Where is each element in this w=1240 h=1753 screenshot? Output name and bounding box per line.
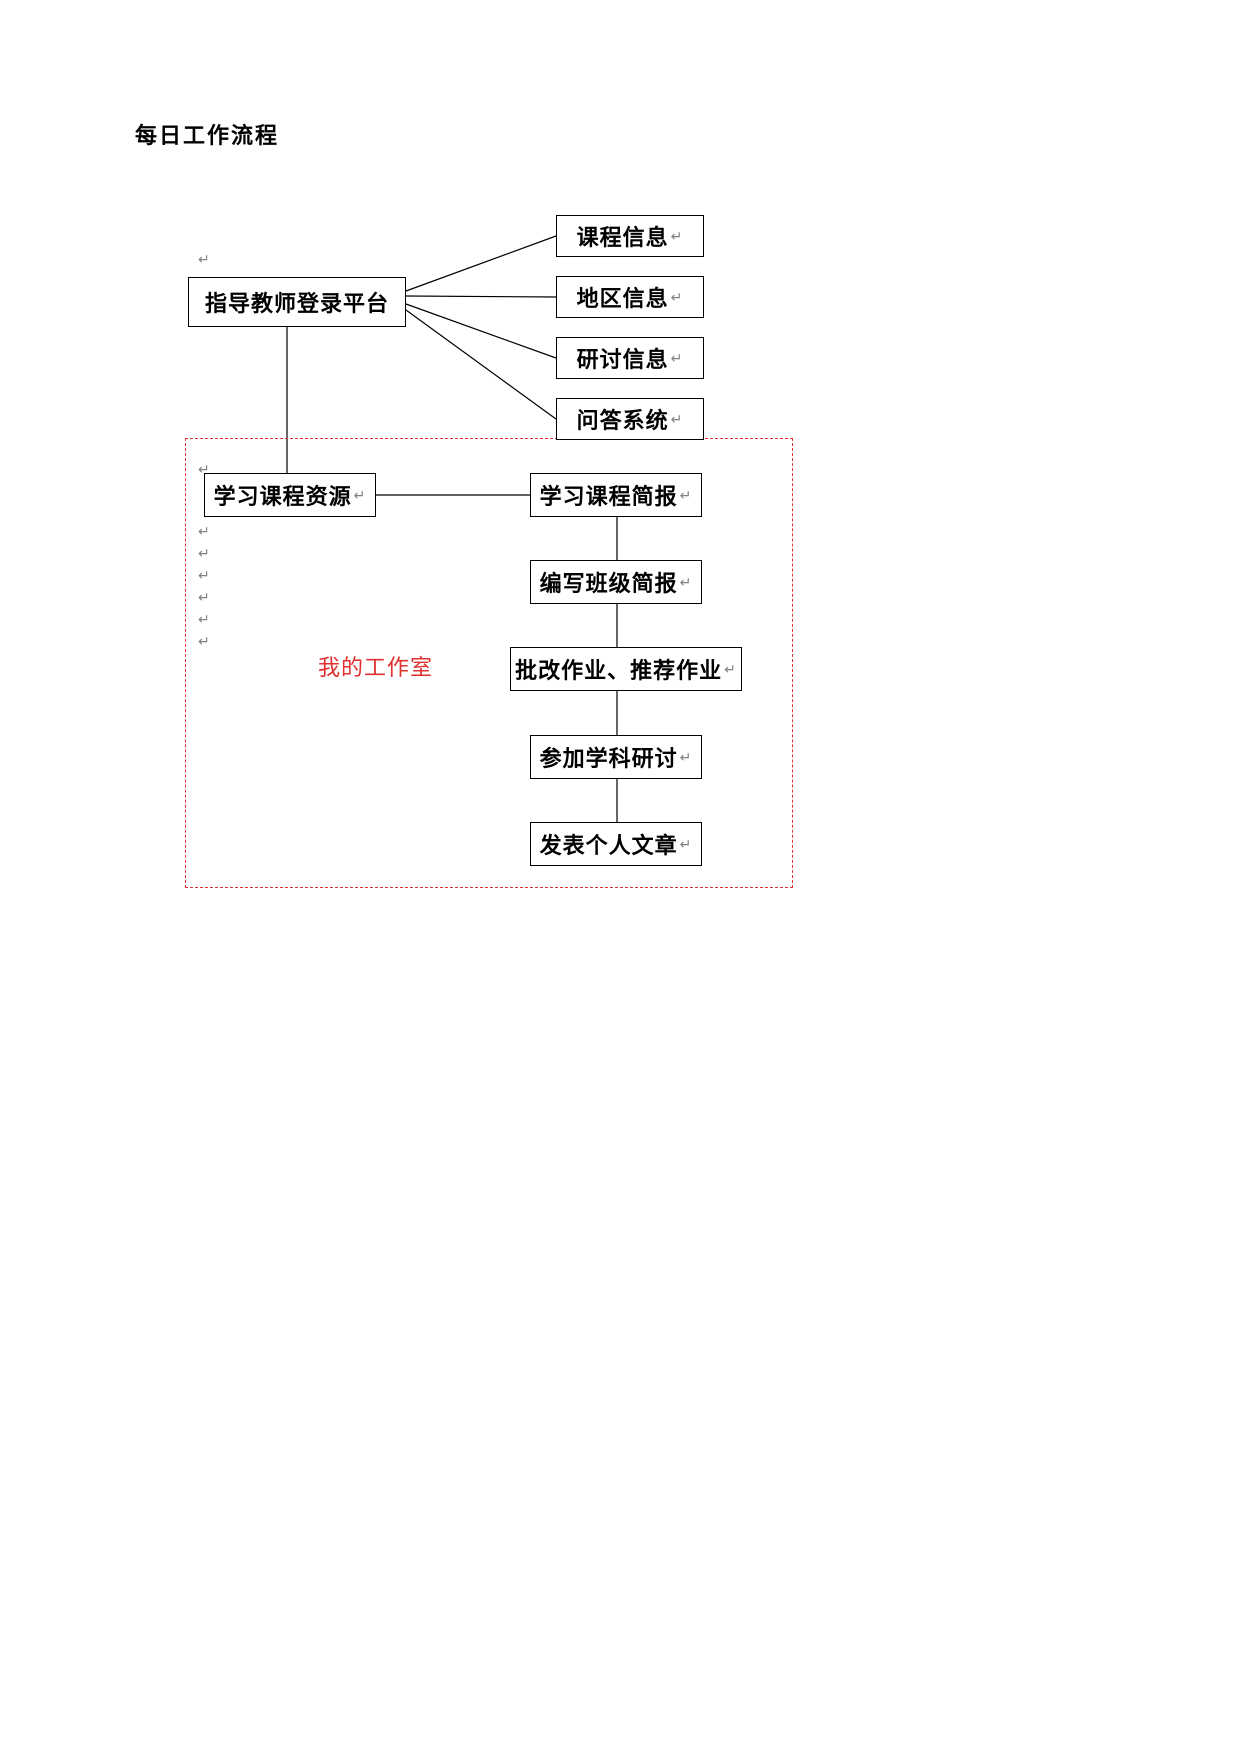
flowchart-node-subj: 参加学科研讨↵ [530, 735, 702, 779]
carriage-return-icon: ↵ [678, 487, 693, 504]
carriage-return-icon: ↵ [198, 545, 210, 562]
flowchart-node-class: 编写班级简报↵ [530, 560, 702, 604]
workspace-region-label: 我的工作室 [318, 650, 433, 682]
carriage-return-icon: ↵ [198, 523, 210, 540]
flowchart-node-label: 发表个人文章 [540, 828, 678, 860]
carriage-return-icon: ↵ [669, 289, 684, 306]
flowchart-node-article: 发表个人文章↵ [530, 822, 702, 866]
flowchart-node-label: 课程信息 [577, 220, 669, 252]
flowchart-node-label: 地区信息 [577, 281, 669, 313]
carriage-return-icon: ↵ [722, 661, 737, 678]
flowchart-node-course: 课程信息↵ [556, 215, 704, 257]
carriage-return-icon: ↵ [198, 567, 210, 584]
flowchart-node-brief: 学习课程简报↵ [530, 473, 702, 517]
flowchart-node-region: 地区信息↵ [556, 276, 704, 318]
flowchart-node-login: 指导教师登录平台 [188, 277, 406, 327]
carriage-return-icon: ↵ [669, 350, 684, 367]
carriage-return-icon: ↵ [678, 836, 693, 853]
carriage-return-icon: ↵ [198, 611, 210, 628]
carriage-return-icon: ↵ [678, 574, 693, 591]
flowchart-node-qa: 问答系统↵ [556, 398, 704, 440]
flowchart-node-label: 问答系统 [577, 403, 669, 435]
flowchart-node-label: 研讨信息 [577, 342, 669, 374]
flowchart-node-label: 指导教师登录平台 [205, 286, 389, 318]
carriage-return-icon: ↵ [352, 487, 367, 504]
carriage-return-icon: ↵ [198, 461, 210, 478]
flowchart-node-label: 编写班级简报 [540, 566, 678, 598]
flowchart-node-label: 学习课程简报 [540, 479, 678, 511]
carriage-return-icon: ↵ [669, 411, 684, 428]
carriage-return-icon: ↵ [678, 749, 693, 766]
carriage-return-icon: ↵ [198, 589, 210, 606]
flowchart-node-hw: 批改作业、推荐作业↵ [510, 647, 742, 691]
flowchart-node-res: 学习课程资源↵ [204, 473, 376, 517]
carriage-return-icon: ↵ [198, 633, 210, 650]
carriage-return-icon: ↵ [198, 251, 210, 268]
carriage-return-icon: ↵ [669, 228, 684, 245]
page-title: 每日工作流程 [135, 118, 279, 150]
flowchart-node-label: 参加学科研讨 [540, 741, 678, 773]
flowchart-node-yantao: 研讨信息↵ [556, 337, 704, 379]
flowchart-node-label: 批改作业、推荐作业 [515, 653, 722, 685]
flowchart-node-label: 学习课程资源 [214, 479, 352, 511]
